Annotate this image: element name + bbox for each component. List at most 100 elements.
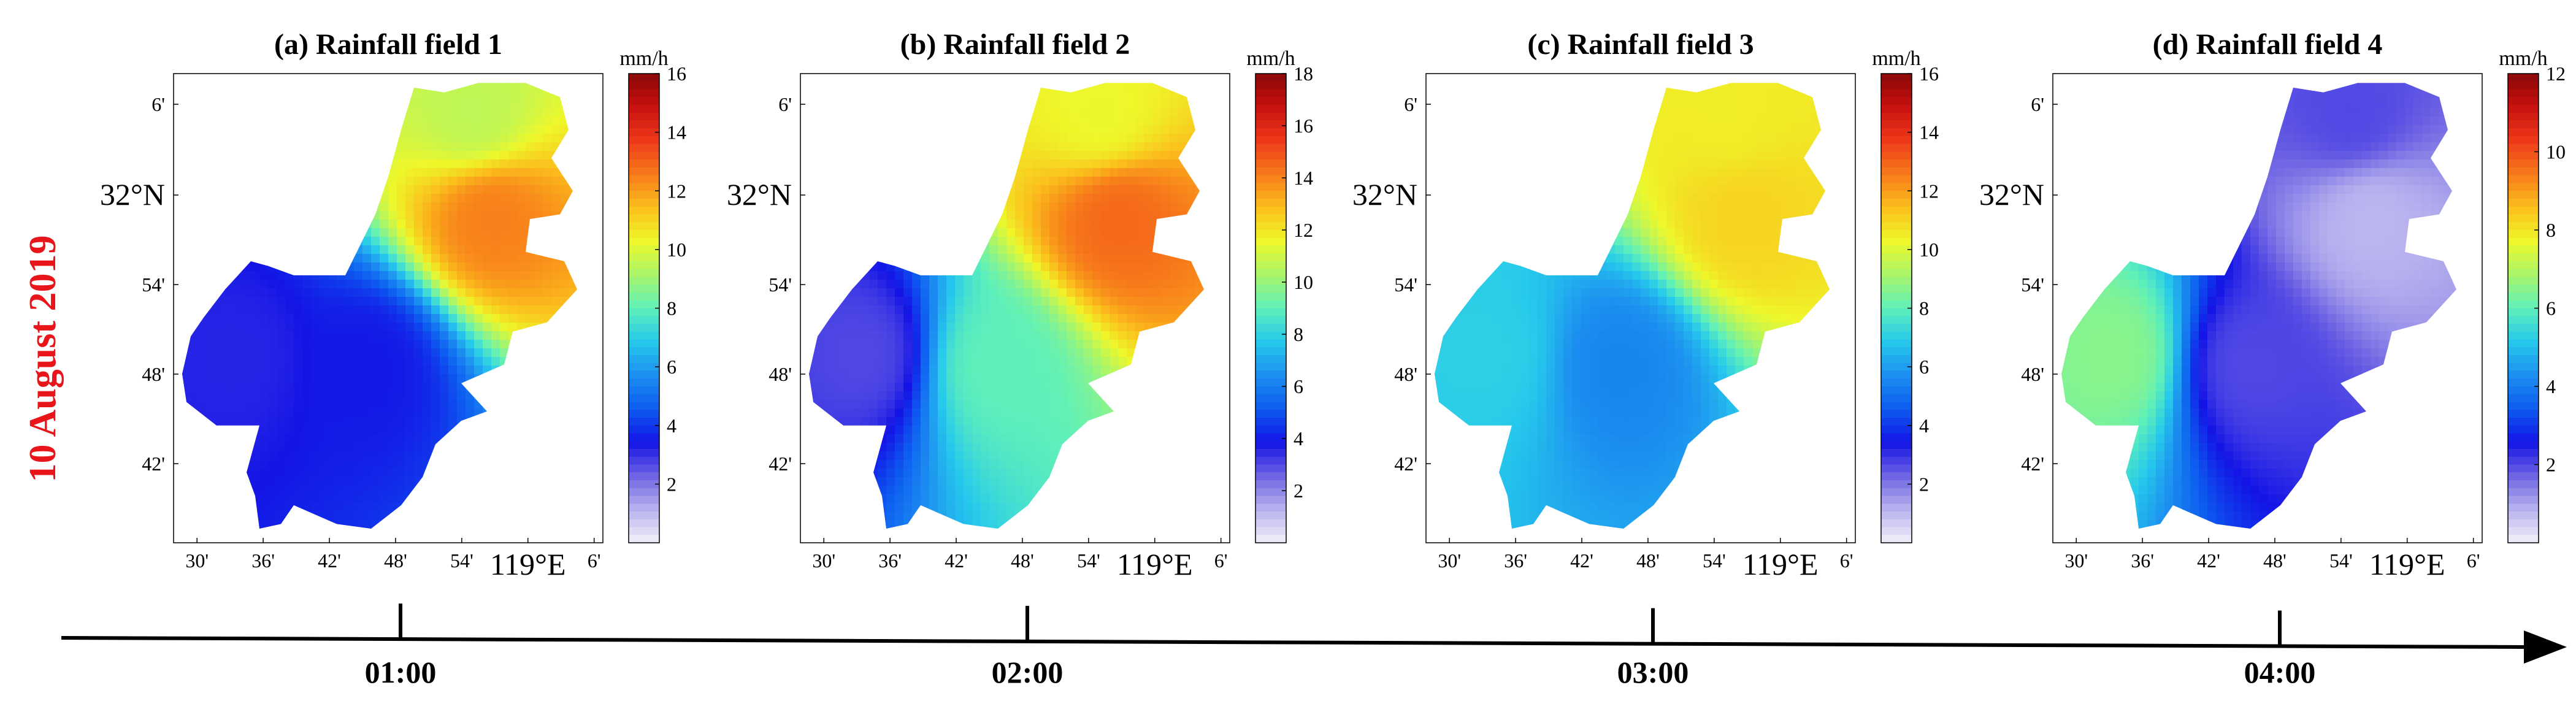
- raster-cell: [242, 280, 251, 289]
- raster-cell: [989, 117, 999, 126]
- raster-cell: [199, 348, 209, 358]
- raster-cell: [285, 451, 294, 461]
- colorbar-segment: [629, 183, 659, 191]
- raster-cell: [337, 537, 346, 546]
- raster-cell: [517, 357, 526, 366]
- raster-cell: [1144, 366, 1153, 375]
- raster-cell: [912, 185, 921, 194]
- raster-cell: [191, 383, 200, 392]
- raster-cell: [208, 400, 217, 409]
- raster-cell: [1127, 340, 1136, 349]
- raster-cell: [302, 202, 312, 212]
- raster-cell: [362, 357, 372, 366]
- raster-cell: [1144, 400, 1153, 409]
- raster-cell: [491, 331, 500, 340]
- raster-cell: [938, 400, 947, 409]
- raster-cell: [431, 237, 440, 246]
- raster-cell: [508, 237, 518, 246]
- raster-cell: [500, 511, 509, 521]
- raster-cell: [586, 297, 595, 306]
- raster-cell: [526, 134, 535, 143]
- raster-cell: [869, 91, 878, 100]
- raster-cell: [1075, 383, 1084, 392]
- raster-cell: [1118, 220, 1127, 229]
- raster-cell: [1135, 108, 1144, 117]
- raster-cell: [938, 125, 947, 134]
- raster-cell: [182, 340, 183, 349]
- raster-cell: [1152, 417, 1162, 426]
- raster-cell: [500, 408, 509, 418]
- raster-cell: [234, 108, 243, 117]
- raster-cell: [998, 417, 1007, 426]
- raster-cell: [1075, 340, 1084, 349]
- raster-cell: [1170, 400, 1179, 409]
- raster-cell: [199, 202, 209, 212]
- raster-cell: [543, 460, 552, 469]
- raster-cell: [1110, 297, 1119, 306]
- raster-cell: [809, 323, 818, 332]
- raster-cell: [242, 348, 251, 358]
- raster-cell: [182, 348, 191, 358]
- raster-cell: [835, 314, 844, 323]
- raster-cell: [981, 194, 990, 203]
- raster-cell: [586, 254, 595, 263]
- raster-cell: [1135, 245, 1144, 255]
- raster-cell: [534, 426, 543, 435]
- raster-cell: [921, 374, 930, 383]
- raster-cell: [440, 486, 449, 495]
- raster-cell: [1058, 168, 1067, 177]
- raster-cell: [594, 91, 604, 100]
- raster-cell: [569, 305, 577, 315]
- raster-cell: [302, 254, 312, 263]
- raster-cell: [921, 74, 930, 83]
- raster-cell: [586, 151, 595, 160]
- raster-cell: [1049, 331, 1059, 340]
- raster-cell: [989, 74, 999, 83]
- raster-cell: [526, 220, 535, 229]
- raster-cell: [955, 383, 964, 392]
- raster-cell: [1058, 194, 1067, 203]
- raster-cell: [1213, 280, 1222, 289]
- colorbar-segment: [629, 456, 659, 465]
- raster-cell: [234, 271, 243, 280]
- raster-cell: [440, 477, 449, 486]
- raster-cell: [474, 117, 483, 126]
- raster-cell: [217, 323, 226, 332]
- raster-cell: [809, 400, 818, 409]
- raster-cell: [543, 211, 552, 220]
- raster-cell: [1187, 366, 1196, 375]
- raster-cell: [560, 142, 569, 151]
- raster-cell: [191, 280, 200, 289]
- raster-cell: [483, 177, 492, 186]
- raster-cell: [251, 477, 260, 486]
- raster-cell: [594, 460, 604, 469]
- raster-cell: [1058, 91, 1067, 100]
- raster-cell: [259, 202, 269, 212]
- raster-cell: [380, 383, 389, 392]
- raster-cell: [989, 220, 999, 229]
- raster-cell: [1101, 426, 1110, 435]
- raster-cell: [1049, 297, 1059, 306]
- raster-cell: [483, 434, 492, 443]
- raster-cell: [388, 469, 397, 478]
- raster-cell: [500, 237, 509, 246]
- raster-cell: [1006, 245, 1016, 255]
- raster-cell: [440, 314, 449, 323]
- raster-cell: [1084, 340, 1093, 349]
- raster-cell: [285, 91, 294, 100]
- raster-cell: [543, 314, 552, 323]
- raster-cell: [337, 83, 346, 91]
- raster-cell: [517, 529, 526, 538]
- raster-cell: [311, 314, 320, 323]
- raster-cell: [440, 202, 449, 212]
- raster-cell: [972, 202, 981, 212]
- raster-cell: [1221, 297, 1230, 306]
- raster-cell: [199, 151, 209, 160]
- raster-cell: [526, 108, 535, 117]
- raster-cell: [826, 159, 835, 169]
- raster-cell: [337, 151, 346, 160]
- raster-cell: [903, 357, 913, 366]
- raster-cell: [311, 460, 320, 469]
- raster-cell: [543, 511, 552, 521]
- raster-cell: [182, 486, 183, 495]
